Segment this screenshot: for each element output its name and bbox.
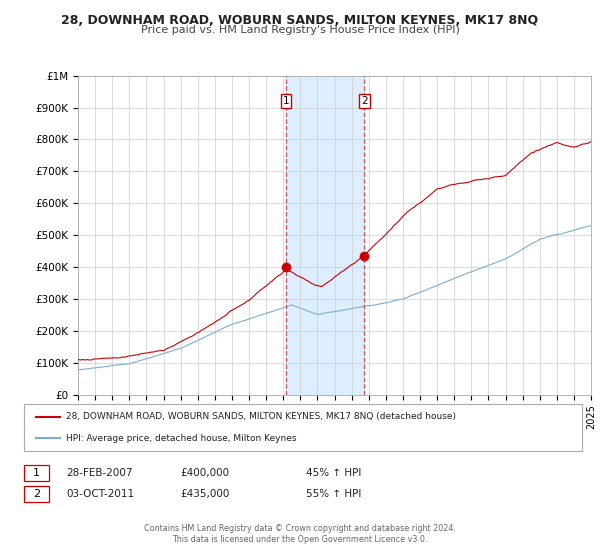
Text: 28, DOWNHAM ROAD, WOBURN SANDS, MILTON KEYNES, MK17 8NQ (detached house): 28, DOWNHAM ROAD, WOBURN SANDS, MILTON K… [66, 412, 456, 421]
Text: 2: 2 [33, 489, 40, 499]
Text: HPI: Average price, detached house, Milton Keynes: HPI: Average price, detached house, Milt… [66, 434, 296, 443]
Text: 45% ↑ HPI: 45% ↑ HPI [306, 468, 361, 478]
Text: Contains HM Land Registry data © Crown copyright and database right 2024.: Contains HM Land Registry data © Crown c… [144, 524, 456, 533]
Text: £435,000: £435,000 [180, 489, 229, 499]
Text: 2: 2 [361, 96, 368, 106]
Text: This data is licensed under the Open Government Licence v3.0.: This data is licensed under the Open Gov… [172, 535, 428, 544]
Text: Price paid vs. HM Land Registry's House Price Index (HPI): Price paid vs. HM Land Registry's House … [140, 25, 460, 35]
Text: 55% ↑ HPI: 55% ↑ HPI [306, 489, 361, 499]
Text: 03-OCT-2011: 03-OCT-2011 [66, 489, 134, 499]
Bar [286, 76, 364, 395]
Text: £400,000: £400,000 [180, 468, 229, 478]
Text: 1: 1 [283, 96, 289, 106]
Text: 28, DOWNHAM ROAD, WOBURN SANDS, MILTON KEYNES, MK17 8NQ: 28, DOWNHAM ROAD, WOBURN SANDS, MILTON K… [61, 14, 539, 27]
Text: 28-FEB-2007: 28-FEB-2007 [66, 468, 133, 478]
Text: 1: 1 [33, 468, 40, 478]
